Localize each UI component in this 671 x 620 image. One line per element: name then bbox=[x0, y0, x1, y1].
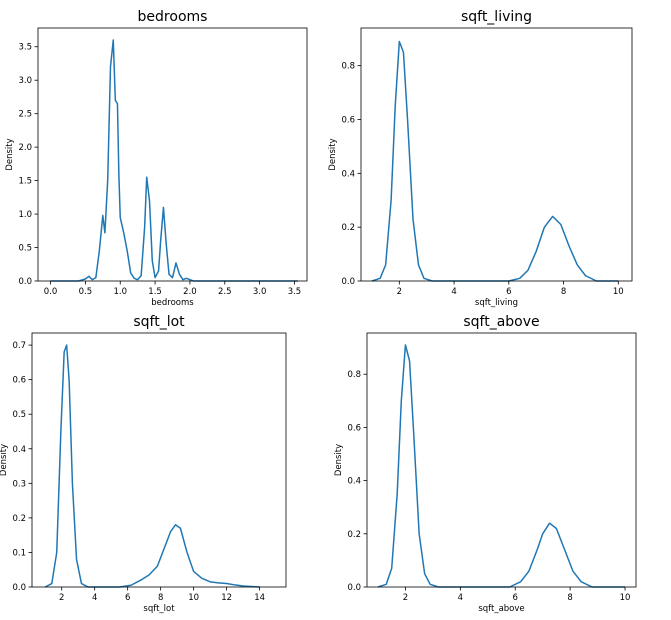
y-tick-label: 3.5 bbox=[18, 43, 32, 53]
y-tick-label: 0.6 bbox=[12, 376, 26, 386]
y-tick-label: 0.2 bbox=[347, 530, 361, 540]
x-tick-label: 6 bbox=[506, 287, 511, 297]
x-tick-label: 3.5 bbox=[288, 287, 302, 297]
chart-title: bedrooms bbox=[138, 9, 208, 25]
x-tick-label: 4 bbox=[92, 593, 97, 603]
y-tick-label: 0.0 bbox=[341, 277, 355, 287]
x-axis-label: sqft_lot bbox=[143, 604, 175, 614]
x-tick-label: 14 bbox=[254, 593, 265, 603]
y-axis-label: Density bbox=[334, 444, 344, 476]
y-tick-label: 1.0 bbox=[18, 210, 32, 220]
density-curve bbox=[377, 344, 626, 588]
y-tick-label: 0.0 bbox=[347, 583, 361, 593]
y-tick-label: 0.8 bbox=[341, 62, 355, 72]
x-tick-label: 1.0 bbox=[113, 287, 127, 297]
chart-panel-1: bedrooms 0.0 0.5 1.0 1.5 2.0 2.5 3.0 3.5 0.0 0.5 1.… bbox=[5, 9, 308, 308]
chart-panel-3: sqft_lot 2 4 6 8 10 12 14 0.0 0.1 0.2 0.3 0.4 0.5 0.6 0… bbox=[0, 314, 287, 614]
x-axis-label: sqft_above bbox=[478, 604, 524, 614]
x-tick-label: 0.0 bbox=[44, 287, 58, 297]
y-tick-label: 0.4 bbox=[347, 477, 361, 487]
axes-frame bbox=[37, 27, 308, 282]
x-axis-label: sqft_living bbox=[475, 298, 518, 308]
density-curve bbox=[44, 344, 260, 588]
x-tick-label: 6 bbox=[125, 593, 130, 603]
y-tick-label: 0.5 bbox=[18, 244, 32, 254]
y-tick-label: 0.5 bbox=[12, 410, 26, 420]
x-tick-label: 4 bbox=[451, 287, 456, 297]
y-tick-label: 0.6 bbox=[347, 423, 361, 433]
y-tick-label: 0.2 bbox=[12, 514, 26, 524]
x-tick-label: 6 bbox=[513, 593, 518, 603]
chart-panel-4: sqft_above 2 4 6 8 10 0.0 0.2 0.4 0.6 0.8 sqft_abov… bbox=[334, 314, 637, 614]
x-tick-label: 2 bbox=[59, 593, 64, 603]
y-tick-label: 0.7 bbox=[12, 341, 26, 351]
y-tick-label: 0.2 bbox=[341, 223, 355, 233]
chart-title: sqft_above bbox=[463, 314, 539, 330]
y-tick-label: 1.5 bbox=[18, 177, 32, 187]
x-tick-label: 12 bbox=[221, 593, 232, 603]
y-tick-label: 3.0 bbox=[18, 76, 32, 86]
chart-title: sqft_lot bbox=[133, 314, 185, 330]
x-tick-label: 2 bbox=[397, 287, 402, 297]
x-tick-label: 2 bbox=[403, 593, 408, 603]
y-tick-label: 0.1 bbox=[12, 548, 26, 558]
chart-panel-2: sqft_living 2 4 6 8 10 0.0 0.2 0.4 0.6 0.8 sqft_liv… bbox=[328, 9, 633, 308]
y-axis-label: Density bbox=[5, 138, 15, 170]
density-curve bbox=[50, 39, 298, 282]
x-tick-label: 8 bbox=[561, 287, 566, 297]
y-tick-label: 0.4 bbox=[12, 445, 26, 455]
x-tick-label: 10 bbox=[613, 287, 624, 297]
x-tick-label: 8 bbox=[158, 593, 163, 603]
y-tick-label: 0.6 bbox=[341, 116, 355, 126]
y-tick-label: 0.0 bbox=[12, 583, 26, 593]
x-tick-label: 1.5 bbox=[148, 287, 162, 297]
chart-title: sqft_living bbox=[461, 9, 532, 25]
y-axis-label: Density bbox=[0, 444, 9, 476]
y-tick-label: 0.0 bbox=[18, 277, 32, 287]
y-tick-label: 0.4 bbox=[341, 169, 355, 179]
x-tick-label: 2.5 bbox=[218, 287, 232, 297]
x-tick-label: 10 bbox=[620, 593, 631, 603]
density-curve bbox=[371, 40, 619, 282]
x-tick-label: 0.5 bbox=[79, 287, 93, 297]
x-tick-label: 8 bbox=[567, 593, 572, 603]
x-tick-label: 2.0 bbox=[183, 287, 197, 297]
x-tick-label: 4 bbox=[458, 593, 463, 603]
axes-frame bbox=[360, 27, 633, 282]
axes-frame bbox=[31, 332, 287, 588]
axes-frame bbox=[366, 332, 637, 588]
y-tick-label: 0.3 bbox=[12, 479, 26, 489]
x-tick-label: 3.0 bbox=[253, 287, 267, 297]
y-tick-label: 2.5 bbox=[18, 110, 32, 120]
y-tick-label: 2.0 bbox=[18, 143, 32, 153]
y-tick-label: 0.8 bbox=[347, 370, 361, 380]
y-axis-label: Density bbox=[328, 138, 338, 170]
x-tick-label: 10 bbox=[188, 593, 199, 603]
x-axis-label: bedrooms bbox=[151, 298, 194, 308]
